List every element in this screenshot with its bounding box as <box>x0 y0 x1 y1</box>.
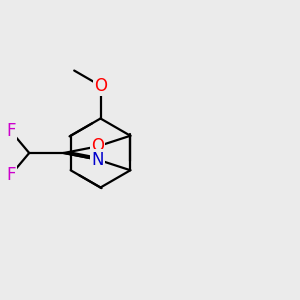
Text: O: O <box>91 137 104 155</box>
Text: N: N <box>91 151 104 169</box>
Text: F: F <box>6 122 16 140</box>
Text: F: F <box>6 166 16 184</box>
Text: O: O <box>94 77 107 95</box>
